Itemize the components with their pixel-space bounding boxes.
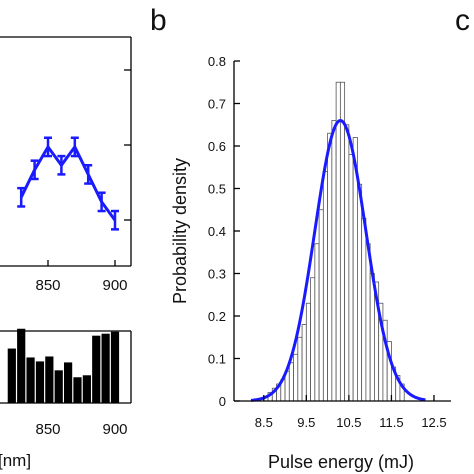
histogram-bar [297, 336, 303, 402]
left-top-line [19, 144, 117, 222]
histogram-bars [259, 81, 405, 402]
left-bottom-tick-850: 850 [35, 421, 60, 438]
left-top-tick-850: 850 [35, 277, 60, 294]
bar [110, 331, 120, 403]
histogram-bar [344, 124, 350, 402]
left-bottom-xlabel-fragment: [nm] [0, 451, 31, 470]
b-ylabel: Probability density [170, 158, 190, 304]
bar [73, 377, 82, 403]
histogram-bar [293, 353, 299, 402]
x-tick-label: 11.5 [379, 415, 403, 430]
y-tick-label: 0.2 [208, 309, 226, 324]
left-top-right-ticks [47, 69, 131, 266]
y-tick-label: 0.3 [208, 267, 226, 282]
histogram-bar [288, 362, 294, 402]
histogram-bar [314, 243, 320, 402]
b-xlabel: Pulse energy (mJ) [268, 452, 414, 472]
x-tick-label: 12.5 [421, 415, 446, 430]
x-tick-label: 8.5 [255, 415, 273, 430]
x-tick-label: 10.5 [336, 415, 361, 430]
left-top-series [17, 136, 119, 231]
bar [35, 361, 45, 403]
left-bottom-bars [7, 328, 120, 403]
left-bottom-panel: 850 900 [nm] [0, 328, 132, 470]
histogram-bar [318, 209, 324, 402]
histogram-panel-b: 0 0.1 0.2 0.3 0.4 0.5 0.6 0.7 0.8 8.5 9.5 10.5 11.5… [170, 54, 451, 472]
panel-label-c: c [455, 4, 470, 37]
y-tick-label: 0.4 [208, 224, 226, 239]
bar [101, 333, 110, 403]
histogram-bar [301, 324, 307, 402]
bar [17, 328, 26, 403]
panel-label-b: b [150, 4, 167, 37]
bar [64, 362, 73, 403]
histogram-bar [310, 277, 316, 402]
bar [92, 335, 101, 403]
left-top-panel: 850 900 [0, 36, 132, 294]
b-y-ticks: 0 0.1 0.2 0.3 0.4 0.5 0.6 0.7 0.8 [208, 54, 240, 409]
bar [7, 348, 16, 403]
histogram-bar [361, 217, 367, 402]
histogram-bar [339, 81, 346, 402]
b-x-ticks: 8.5 9.5 10.5 11.5 12.5 [255, 395, 447, 430]
histogram-bar [335, 81, 341, 402]
bar [54, 370, 63, 403]
histogram-bar [365, 243, 371, 402]
bar [26, 357, 35, 403]
y-tick-label: 0.1 [208, 352, 226, 367]
y-tick-label: 0.7 [208, 97, 226, 112]
histogram-bar [369, 273, 375, 402]
gaussian-fit-curve [250, 118, 426, 402]
y-tick-label: 0 [219, 394, 226, 409]
bar [45, 356, 54, 403]
histogram-bar [348, 154, 354, 402]
y-tick-label: 0.6 [208, 139, 226, 154]
histogram-bar [327, 132, 333, 402]
x-tick-label: 9.5 [297, 415, 315, 430]
y-tick-label: 0.8 [208, 54, 226, 69]
bar [82, 375, 91, 403]
histogram-bar [322, 171, 329, 402]
y-tick-label: 0.5 [208, 182, 226, 197]
histogram-bar [331, 120, 337, 402]
histogram-bar [356, 183, 363, 402]
left-top-tick-900: 900 [102, 277, 127, 294]
left-bottom-tick-900: 900 [102, 421, 127, 438]
histogram-bar [305, 302, 311, 402]
